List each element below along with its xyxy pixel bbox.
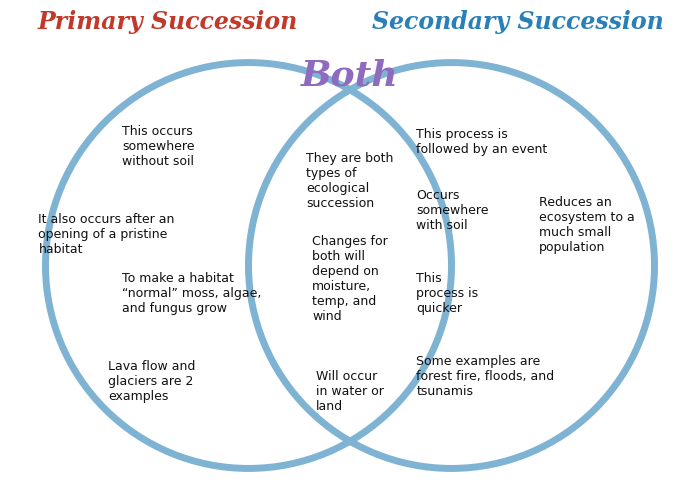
Text: They are both
types of
ecological
succession: They are both types of ecological succes… xyxy=(307,152,393,209)
Text: Secondary Succession: Secondary Succession xyxy=(372,10,664,34)
Text: Primary Succession: Primary Succession xyxy=(38,10,298,34)
Text: Both: Both xyxy=(301,59,399,93)
Text: Some examples are
forest fire, floods, and
tsunamis: Some examples are forest fire, floods, a… xyxy=(416,354,554,397)
Text: Will occur
in water or
land: Will occur in water or land xyxy=(316,369,384,412)
Text: This process is
followed by an event: This process is followed by an event xyxy=(416,127,547,156)
Text: This
process is
quicker: This process is quicker xyxy=(416,271,479,314)
Text: It also occurs after an
opening of a pristine
habitat: It also occurs after an opening of a pri… xyxy=(38,213,175,256)
Text: Changes for
both will
depend on
moisture,
temp, and
wind: Changes for both will depend on moisture… xyxy=(312,234,388,322)
Text: Occurs
somewhere
with soil: Occurs somewhere with soil xyxy=(416,188,489,231)
Text: Reduces an
ecosystem to a
much small
population: Reduces an ecosystem to a much small pop… xyxy=(539,196,635,253)
Text: Lava flow and
glaciers are 2
examples: Lava flow and glaciers are 2 examples xyxy=(108,359,196,402)
Text: To make a habitat
“normal” moss, algae,
and fungus grow: To make a habitat “normal” moss, algae, … xyxy=(122,271,262,314)
Text: This occurs
somewhere
without soil: This occurs somewhere without soil xyxy=(122,125,195,168)
